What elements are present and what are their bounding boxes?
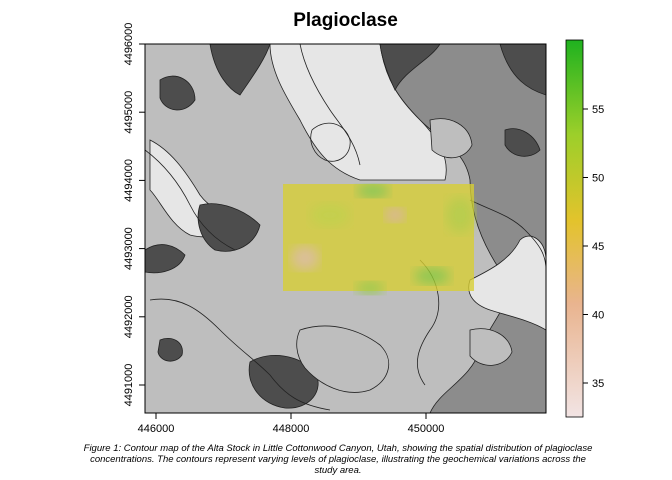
geologic-unit-light <box>296 325 389 393</box>
geologic-unit-pale <box>269 44 447 181</box>
geologic-unit-dark <box>379 44 441 91</box>
y-tick-label: 4492000 <box>123 295 135 338</box>
low-concentration-patch <box>385 208 405 222</box>
contour-line <box>299 44 361 166</box>
high-concentration-patch <box>414 268 450 284</box>
x-axis: 446000 448000 450000 <box>138 413 445 435</box>
contour-line <box>145 149 236 251</box>
geologic-unit-pale <box>468 235 546 331</box>
colorbar-tick-label: 55 <box>592 104 604 116</box>
geologic-unit-dark <box>209 44 271 96</box>
colorbar-tick-label: 40 <box>592 310 604 322</box>
y-tick-label: 4493000 <box>123 227 135 270</box>
geologic-unit-light <box>469 328 513 366</box>
colorbar-tick-label: 45 <box>592 241 604 253</box>
geologic-unit-dark <box>159 75 196 111</box>
colorbar-tick-label: 50 <box>592 173 604 185</box>
mid-concentration-patch <box>446 197 474 233</box>
geologic-unit-dark <box>145 244 186 274</box>
geologic-unit-light <box>429 118 473 159</box>
geologic-unit-dark <box>197 203 261 252</box>
map-title: Plagioclase <box>293 10 398 31</box>
colorbar-axis: 35 40 45 50 55 <box>583 104 604 390</box>
contour-line <box>149 298 331 411</box>
y-axis: 4491000 4492000 4493000 4494000 4495000 44960… <box>123 23 145 407</box>
map-frame <box>144 43 547 414</box>
x-tick-label: 448000 <box>273 423 310 435</box>
contour-line <box>469 199 546 271</box>
geologic-unit-dark <box>504 128 541 157</box>
figure-caption: Figure 1: Contour map of the Alta Stock … <box>83 443 593 476</box>
y-tick-label: 4494000 <box>123 159 135 202</box>
y-tick-label: 4495000 <box>123 91 135 134</box>
high-concentration-patch <box>356 282 384 294</box>
mid-concentration-patch <box>310 203 350 227</box>
contour-line <box>310 122 351 162</box>
plagioclase-raster <box>283 184 474 294</box>
geologic-unit-dark <box>248 355 319 409</box>
high-concentration-patch <box>357 185 389 197</box>
geologic-unit-dark <box>157 338 183 362</box>
y-tick-label: 4491000 <box>123 364 135 407</box>
low-concentration-patch <box>291 246 319 270</box>
colorbar-tick-label: 35 <box>592 378 604 390</box>
y-tick-label: 4496000 <box>123 23 135 66</box>
x-tick-label: 450000 <box>408 423 445 435</box>
colorbar <box>565 39 584 418</box>
x-tick-label: 446000 <box>138 423 175 435</box>
